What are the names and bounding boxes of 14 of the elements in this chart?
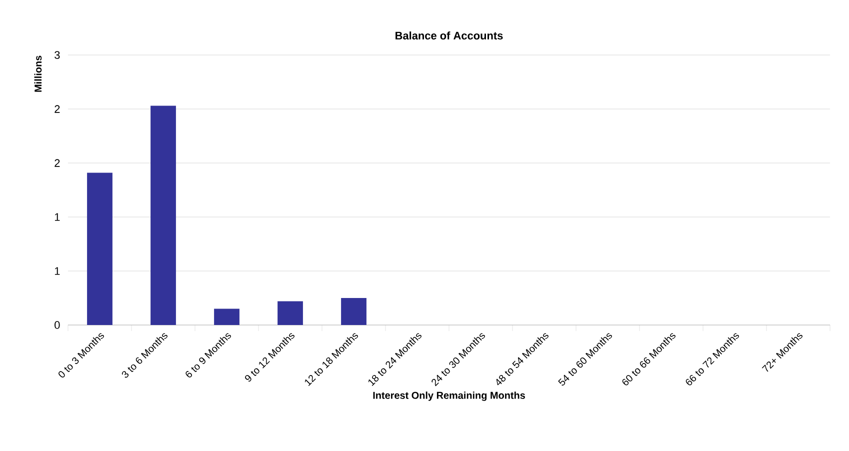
bar [214, 308, 240, 325]
bar [150, 106, 176, 325]
bar [87, 172, 112, 325]
y-tick-label: 3 [54, 51, 60, 59]
y-tick-label: 0 [54, 321, 60, 329]
y-axis-title: Millions [34, 56, 42, 92]
y-tick-label: 1 [54, 267, 60, 275]
chart-title: Balance of Accounts [396, 31, 503, 40]
y-tick-label: 2 [54, 159, 60, 167]
x-axis-title: Interest Only Remaining Months [373, 392, 525, 401]
y-tick-label: 1 [54, 213, 60, 221]
y-tick-label: 2 [54, 105, 60, 113]
bar [341, 298, 366, 325]
bar [278, 301, 303, 325]
